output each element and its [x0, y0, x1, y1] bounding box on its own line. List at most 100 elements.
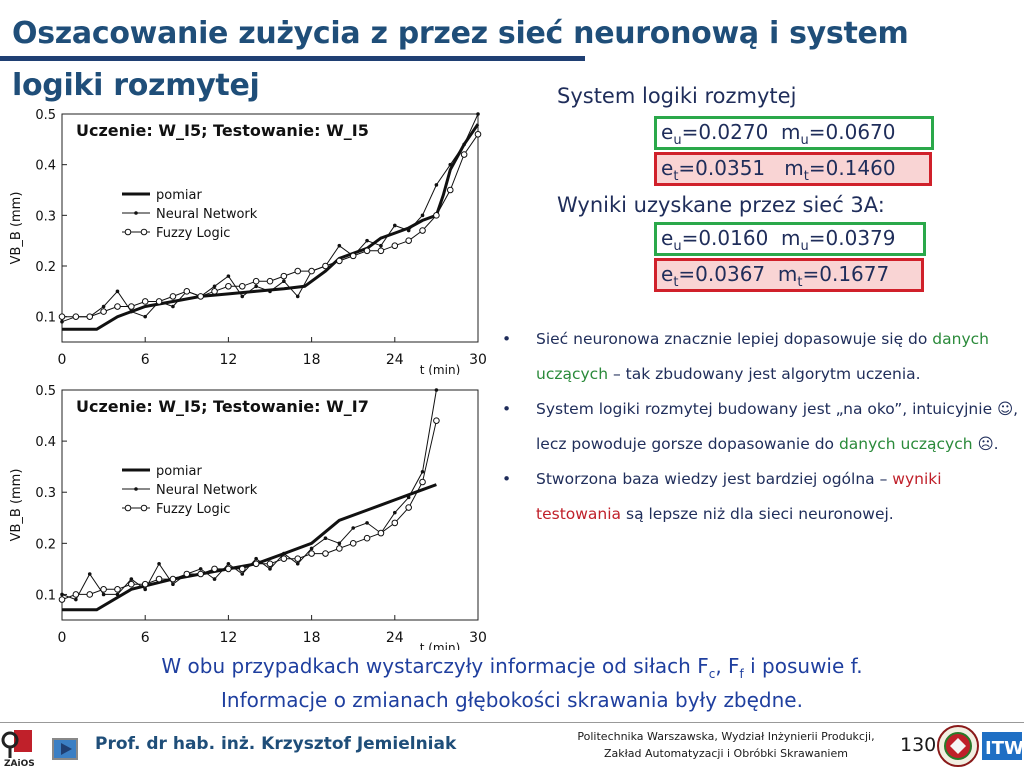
fl-point: [405, 504, 412, 511]
institution: Politechnika Warszawska, Wydział Inżynie…: [577, 730, 875, 760]
y-tick-label: 0.1: [35, 311, 56, 326]
x-tick-label: 12: [219, 630, 237, 646]
play-icon[interactable]: [52, 738, 78, 760]
page-title: Oszacowanie zużycia z przez sieć neurono…: [12, 16, 909, 103]
nn-point: [198, 567, 203, 571]
fl-point: [349, 540, 357, 547]
fuzzy-train-box: eu=0.0270 mu=0.0670: [654, 116, 934, 150]
nn-point: [157, 561, 161, 566]
nn-test-box: et=0.0367 mt=0.1677: [654, 258, 924, 292]
nn-point: [240, 572, 245, 576]
fl-point: [336, 257, 343, 265]
x-tick-label: 24: [386, 630, 404, 646]
nn-point: [240, 294, 245, 299]
series-line-pomiar: [62, 123, 480, 331]
y-tick-label: 0.3: [35, 209, 56, 224]
fl-point: [72, 313, 80, 320]
nn-point: [379, 243, 383, 248]
fl-point: [128, 303, 135, 310]
nn-point: [60, 319, 64, 324]
x-tick-label: 18: [303, 352, 321, 368]
nn-point: [226, 274, 231, 278]
legend-marker: [140, 504, 148, 512]
chart-title: Uczenie: W_I5; Testowanie: W_I7: [76, 397, 369, 416]
nn-point: [476, 112, 480, 116]
fl-point: [433, 212, 440, 219]
nn-point: [393, 223, 397, 228]
fl-point: [155, 575, 163, 583]
fl-point: [197, 570, 204, 578]
nn-point: [268, 289, 272, 294]
fl-point: [252, 277, 260, 285]
zaios-logo: ZAiOS: [0, 726, 44, 769]
fl-point: [377, 529, 385, 537]
fl-point: [391, 242, 399, 250]
fl-point: [183, 288, 191, 295]
nn-point: [171, 582, 175, 587]
fl-point: [169, 575, 177, 583]
series-line-fuzzy-logic: [61, 420, 437, 601]
nn-point: [337, 243, 342, 248]
fl-point: [419, 227, 426, 234]
nn-point: [295, 294, 300, 299]
nn-point: [212, 577, 217, 581]
fl-point: [266, 277, 274, 285]
fl-point: [141, 298, 149, 305]
nn-point: [212, 284, 217, 289]
legend-label: Fuzzy Logic: [156, 226, 230, 241]
nn-point: [434, 388, 439, 392]
nn-point: [171, 304, 175, 309]
legend-label: pomiar: [156, 464, 202, 479]
nn-point: [74, 597, 78, 602]
nn-point: [420, 213, 425, 218]
fl-point: [211, 288, 218, 295]
nn-point: [60, 592, 64, 597]
y-tick-label: 0.2: [35, 260, 56, 275]
x-axis-label: t (min): [420, 641, 461, 650]
nn-point: [448, 162, 453, 167]
nn-point: [337, 541, 342, 546]
x-tick-label: 18: [303, 630, 321, 646]
itw-logo: ITW: [982, 728, 1024, 764]
x-tick-label: 6: [141, 630, 150, 646]
legend-marker: [124, 228, 132, 236]
summary-line-1: W obu przypadkach wystarczyły informacje…: [161, 654, 863, 681]
nn-point: [365, 521, 369, 525]
fl-point: [308, 267, 315, 275]
nn-point: [101, 304, 106, 309]
fl-point: [363, 534, 371, 542]
y-tick-label: 0.1: [35, 588, 56, 603]
fl-point: [58, 596, 66, 603]
nn-point: [365, 238, 369, 243]
y-tick-label: 0.5: [35, 108, 56, 123]
nn-point: [282, 279, 286, 283]
fl-point: [100, 586, 107, 593]
nn-point: [115, 592, 120, 597]
fl-point: [155, 298, 163, 305]
nn-point: [226, 561, 231, 566]
fl-point: [225, 565, 232, 573]
nn-point: [406, 228, 411, 233]
nn-point: [434, 183, 439, 187]
y-tick-label: 0.3: [35, 486, 56, 501]
x-tick-label: 12: [219, 352, 237, 368]
fl-point: [280, 555, 288, 562]
nn-heading: Wyniki uzyskane przez sieć 3A:: [557, 193, 885, 217]
series-line-pomiar: [62, 483, 437, 612]
y-tick-label: 0.5: [35, 384, 56, 399]
nn-point: [101, 592, 106, 597]
fl-point: [322, 262, 329, 270]
fl-point: [100, 308, 107, 315]
fl-point: [336, 545, 343, 552]
plot-frame: [61, 389, 479, 621]
fl-point: [474, 130, 482, 138]
chart-wi5-wi5: 0.1 0.2 0.3 0.4 0.5 0 6 12 18 24 30 t (min) VB_B (mm…: [9, 108, 487, 375]
nn-point: [254, 284, 258, 289]
chart-wi5-wi7: 0.1 0.2 0.3 0.4 0.5 0 6 12 18 24 30 t (min) VB_B (mm…: [9, 384, 487, 650]
fl-point: [377, 247, 385, 255]
fl-point: [114, 303, 121, 310]
nn-point: [323, 536, 328, 541]
title-underline: [0, 56, 585, 61]
x-tick-label: 30: [469, 630, 487, 646]
nn-point: [309, 546, 314, 551]
